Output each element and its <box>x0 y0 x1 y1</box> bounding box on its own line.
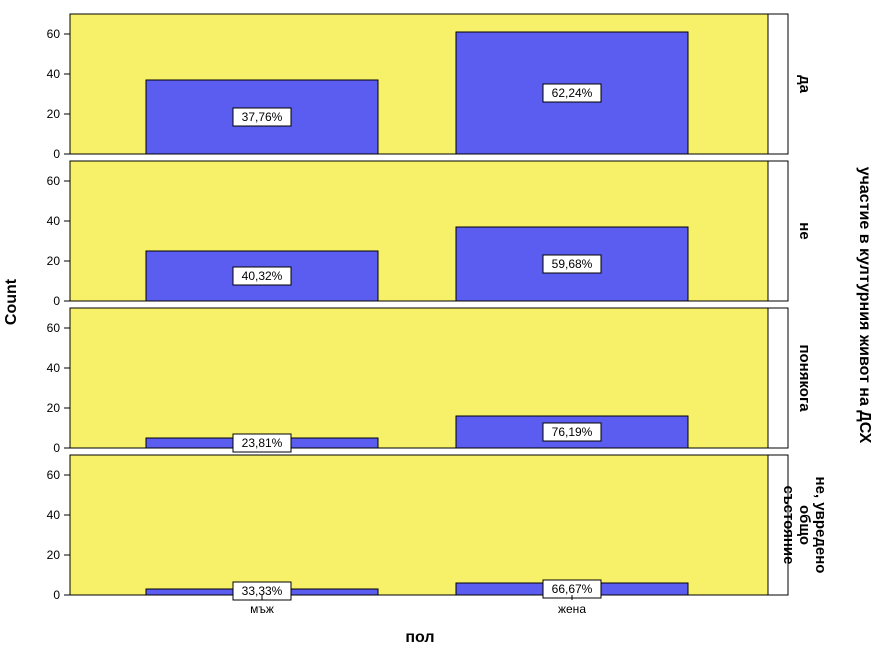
y-tick-label: 0 <box>53 294 60 308</box>
y-tick-label: 20 <box>47 548 61 562</box>
panel-label: не, увреденообщосъстояние <box>780 477 829 574</box>
y-tick-label: 40 <box>47 508 61 522</box>
data-label: 59,68% <box>552 257 593 271</box>
y-tick-label: 20 <box>47 107 61 121</box>
y-tick-label: 0 <box>53 588 60 602</box>
data-label-box <box>542 83 602 103</box>
data-label: 76,19% <box>552 425 593 439</box>
y-tick-label: 40 <box>47 67 61 81</box>
facet-axis-title: участие в културния живот на ДСХ <box>856 167 873 444</box>
data-label: 40,32% <box>242 269 283 283</box>
data-label-box <box>232 433 292 453</box>
data-label: 62,24% <box>552 86 593 100</box>
data-label-box <box>542 422 602 442</box>
panel-strip <box>767 307 789 449</box>
panel-label-line: понякога <box>796 344 813 412</box>
y-tick-label: 20 <box>47 254 61 268</box>
panel-0: 0 20 40 60 37,76% 62,24% да <box>47 13 813 161</box>
panel-label-line: общо <box>796 505 813 545</box>
y-tick-label: 60 <box>47 321 61 335</box>
y-tick-label: 60 <box>47 27 61 41</box>
panel-3: 0 20 40 60 33,33% 66,67% не, увреденообщосъсто… <box>47 454 829 602</box>
y-tick-label: 20 <box>47 401 61 415</box>
data-label: 66,67% <box>552 582 593 596</box>
panel-strip <box>767 454 789 596</box>
y-tick-label: 0 <box>53 441 60 455</box>
y-tick-label: 40 <box>47 214 61 228</box>
panel-label: да <box>796 75 813 94</box>
panel-label-line: състояние <box>780 486 797 565</box>
y-tick-label: 40 <box>47 361 61 375</box>
x-tick-label: жена <box>558 602 586 616</box>
y-tick-label: 60 <box>47 174 61 188</box>
panel-strip <box>767 13 789 155</box>
panel-label: понякога <box>796 344 813 412</box>
data-label-box <box>232 107 292 127</box>
panel-strip <box>767 160 789 302</box>
panel-label: не <box>796 222 813 239</box>
data-label-box <box>542 254 602 274</box>
panel-label-line: да <box>796 75 813 94</box>
panel-background <box>69 454 769 596</box>
y-tick-label: 60 <box>47 468 61 482</box>
panel-2: 0 20 40 60 23,81% 76,19% понякога <box>47 307 813 455</box>
panel-label-line: не, увредено <box>812 477 829 574</box>
y-tick-label: 0 <box>53 147 60 161</box>
x-axis-title: пол <box>405 629 434 646</box>
data-label-box <box>232 266 292 286</box>
x-tick-label: мъж <box>250 602 274 616</box>
x-tick-labels: мъж жена <box>250 595 586 616</box>
panels-group: 0 20 40 60 37,76% 62,24% да 0 20 40 60 40,32% 59,68%… <box>47 13 829 602</box>
data-label: 33,33% <box>242 584 283 598</box>
panel-1: 0 20 40 60 40,32% 59,68% не <box>47 160 813 308</box>
panel-label-line: не <box>796 222 813 239</box>
y-axis-title: Count <box>3 278 20 325</box>
data-label: 23,81% <box>242 436 283 450</box>
data-label: 37,76% <box>242 110 283 124</box>
